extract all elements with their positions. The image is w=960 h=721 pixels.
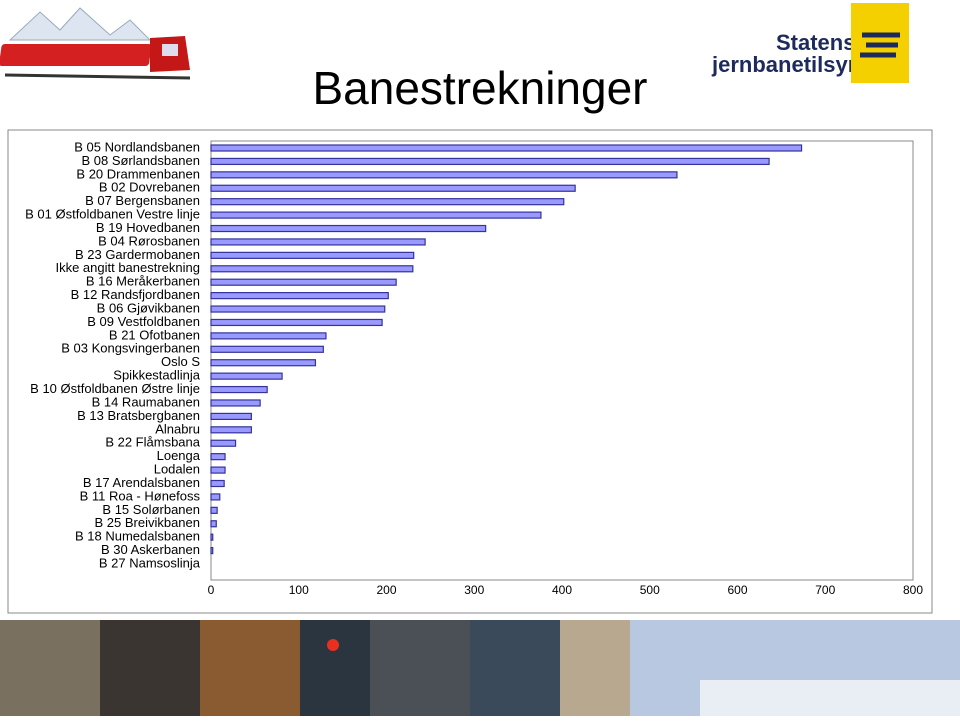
logo-text: Statens bbox=[776, 30, 855, 55]
y-tick-label: Loenga bbox=[157, 448, 201, 463]
y-tick-label: B 21 Ofotbanen bbox=[109, 327, 200, 342]
y-tick-label: B 17 Arendalsbanen bbox=[83, 475, 200, 490]
bar bbox=[210, 171, 678, 179]
y-tick-label: Ikke angitt banestrekning bbox=[55, 260, 200, 275]
y-tick-label: B 02 Dovrebanen bbox=[99, 180, 200, 195]
bar bbox=[210, 332, 327, 340]
plot-area bbox=[210, 140, 914, 581]
y-tick-label: B 16 Meråkerbanen bbox=[86, 274, 200, 289]
y-tick-label: B 05 Nordlandsbanen bbox=[74, 139, 200, 154]
bar bbox=[210, 520, 217, 528]
x-tick-label: 300 bbox=[464, 583, 484, 597]
bar bbox=[210, 144, 803, 152]
bar bbox=[210, 198, 565, 206]
bar bbox=[210, 211, 542, 219]
y-tick-label: B 11 Roa - Hønefoss bbox=[80, 488, 201, 503]
bar bbox=[210, 466, 226, 474]
y-tick-label: B 14 Raumabanen bbox=[92, 394, 200, 409]
x-tick-label: 600 bbox=[727, 583, 747, 597]
bar bbox=[210, 412, 252, 420]
y-tick-label: Lodalen bbox=[154, 462, 200, 477]
chart-title: Banestrekninger bbox=[313, 62, 648, 114]
y-tick-label: B 19 Hovedbanen bbox=[96, 220, 200, 235]
y-tick-label: B 18 Numedalsbanen bbox=[75, 529, 200, 544]
bar bbox=[210, 372, 283, 380]
bar bbox=[210, 238, 426, 246]
y-tick-label: B 10 Østfoldbanen Østre linje bbox=[30, 381, 200, 396]
bar bbox=[210, 399, 261, 407]
x-tick-label: 100 bbox=[289, 583, 309, 597]
bar bbox=[210, 305, 386, 313]
bar bbox=[210, 278, 397, 286]
bar bbox=[210, 157, 770, 166]
bar bbox=[210, 318, 383, 327]
bar bbox=[210, 251, 415, 259]
y-tick-label: B 06 Gjøvikbanen bbox=[97, 300, 200, 315]
y-tick-label: B 07 Bergensbanen bbox=[85, 193, 200, 208]
photo-strip bbox=[0, 620, 960, 716]
x-tick-label: 200 bbox=[376, 583, 396, 597]
y-tick-label: B 20 Drammenbanen bbox=[76, 166, 200, 181]
train-logo bbox=[0, 7, 191, 80]
y-tick-label: B 15 Solørbanen bbox=[102, 502, 200, 517]
x-tick-label: 500 bbox=[640, 583, 660, 597]
y-tick-label: B 25 Breivikbanen bbox=[94, 515, 200, 530]
bar bbox=[210, 439, 237, 447]
chart-frame bbox=[7, 129, 933, 614]
y-tick-label: Oslo S bbox=[161, 354, 200, 369]
y-tick-label: B 12 Randsfjordbanen bbox=[71, 287, 200, 302]
y-tick-label: B 22 Flåmsbana bbox=[105, 435, 200, 450]
x-tick-label: 400 bbox=[552, 583, 572, 597]
y-tick-label: B 30 Askerbanen bbox=[101, 542, 200, 557]
y-tick-label: B 01 Østfoldbanen Vestre linje bbox=[25, 207, 200, 222]
bar bbox=[210, 359, 317, 367]
x-tick-label: 800 bbox=[903, 583, 923, 597]
y-tick-label: B 03 Kongsvingerbanen bbox=[61, 341, 200, 356]
logo-mark bbox=[851, 3, 909, 83]
bar bbox=[210, 345, 324, 353]
bar bbox=[210, 453, 226, 461]
bar bbox=[210, 184, 576, 192]
logo-text: jernbanetilsyn bbox=[711, 52, 861, 77]
bar bbox=[210, 479, 225, 488]
y-tick-label: B 27 Namsoslinja bbox=[99, 555, 201, 570]
y-tick-label: Spikkestadlinja bbox=[113, 368, 200, 383]
bar bbox=[210, 493, 221, 501]
x-tick-label: 0 bbox=[208, 583, 215, 597]
bar bbox=[210, 426, 252, 434]
bar bbox=[210, 265, 414, 273]
y-tick-label: B 09 Vestfoldbanen bbox=[87, 314, 200, 329]
bar bbox=[210, 224, 487, 233]
y-tick-label: B 04 Rørosbanen bbox=[98, 233, 200, 248]
y-tick-label: B 23 Gardermobanen bbox=[75, 247, 200, 262]
bar bbox=[210, 292, 389, 300]
bar bbox=[210, 506, 218, 514]
y-tick-label: B 13 Bratsbergbanen bbox=[77, 408, 200, 423]
y-tick-label: B 08 Sørlandsbanen bbox=[81, 153, 200, 168]
bar bbox=[210, 546, 214, 555]
bar bbox=[210, 385, 268, 394]
y-tick-label: Alnabru bbox=[155, 421, 200, 436]
x-tick-label: 700 bbox=[815, 583, 835, 597]
bar bbox=[210, 533, 214, 541]
